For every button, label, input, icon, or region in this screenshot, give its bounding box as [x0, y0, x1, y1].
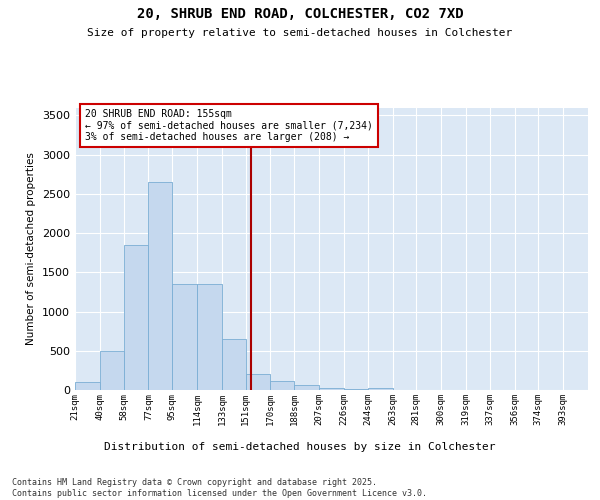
Bar [100, 351, 124, 390]
Text: 20, SHRUB END ROAD, COLCHESTER, CO2 7XD: 20, SHRUB END ROAD, COLCHESTER, CO2 7XD [137, 8, 463, 22]
Bar [294, 385, 319, 390]
Bar [172, 284, 197, 390]
Bar [368, 388, 392, 390]
Bar [222, 339, 245, 390]
Text: Size of property relative to semi-detached houses in Colchester: Size of property relative to semi-detach… [88, 28, 512, 38]
Bar [148, 182, 172, 390]
Text: Distribution of semi-detached houses by size in Colchester: Distribution of semi-detached houses by … [104, 442, 496, 452]
Bar [319, 388, 344, 390]
Text: 20 SHRUB END ROAD: 155sqm
← 97% of semi-detached houses are smaller (7,234)
3% o: 20 SHRUB END ROAD: 155sqm ← 97% of semi-… [85, 109, 373, 142]
Bar [124, 245, 148, 390]
Text: Contains HM Land Registry data © Crown copyright and database right 2025.
Contai: Contains HM Land Registry data © Crown c… [12, 478, 427, 498]
Bar [245, 374, 271, 390]
Bar [197, 284, 222, 390]
Bar [271, 380, 294, 390]
Y-axis label: Number of semi-detached properties: Number of semi-detached properties [26, 152, 37, 345]
Bar [75, 382, 100, 390]
Bar [344, 389, 368, 390]
